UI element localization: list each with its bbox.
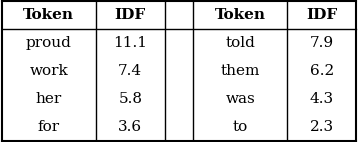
Text: 7.4: 7.4: [118, 64, 142, 78]
Text: them: them: [221, 64, 260, 78]
Text: was: was: [225, 92, 255, 106]
Text: Token: Token: [23, 8, 74, 22]
Text: to: to: [232, 120, 248, 134]
Text: Token: Token: [215, 8, 266, 22]
Text: 4.3: 4.3: [310, 92, 334, 106]
Text: proud: proud: [26, 36, 72, 50]
Text: 2.3: 2.3: [310, 120, 334, 134]
Text: IDF: IDF: [306, 8, 337, 22]
Text: IDF: IDF: [115, 8, 146, 22]
Text: told: told: [225, 36, 255, 50]
Text: for: for: [38, 120, 60, 134]
Text: 3.6: 3.6: [118, 120, 142, 134]
Text: her: her: [36, 92, 62, 106]
Text: 7.9: 7.9: [310, 36, 334, 50]
Text: 6.2: 6.2: [310, 64, 334, 78]
Text: 11.1: 11.1: [113, 36, 147, 50]
Text: 5.8: 5.8: [118, 92, 142, 106]
Text: work: work: [29, 64, 68, 78]
